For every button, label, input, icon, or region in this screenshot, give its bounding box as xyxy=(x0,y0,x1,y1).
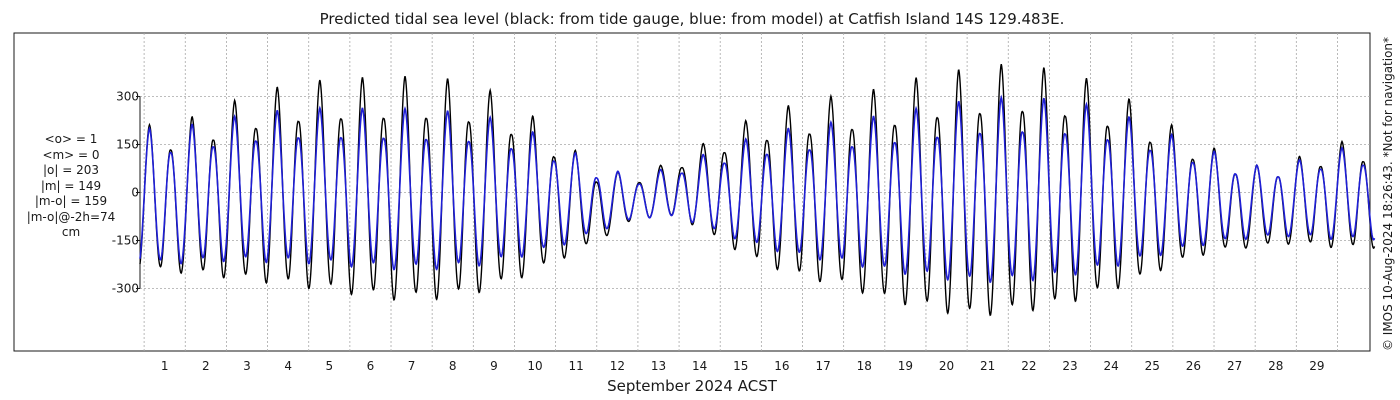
y-tick-label: 0 xyxy=(131,186,139,200)
x-tick-label: 23 xyxy=(1062,359,1077,373)
x-tick-label: 2 xyxy=(202,359,210,373)
x-tick-label: 21 xyxy=(980,359,995,373)
x-tick-label: 11 xyxy=(569,359,584,373)
x-tick-label: 13 xyxy=(651,359,666,373)
x-tick-label: 24 xyxy=(1103,359,1118,373)
x-tick-label: 9 xyxy=(490,359,498,373)
stat-line: <o> = 1 xyxy=(44,132,98,146)
x-tick-label: 12 xyxy=(610,359,625,373)
stat-line: cm xyxy=(61,225,81,239)
stat-line: |m| = 149 xyxy=(40,178,102,193)
y-axis: 300 150 0 -150 -300 xyxy=(112,90,141,296)
x-tick-label: 26 xyxy=(1186,359,1201,373)
x-tick-label: 19 xyxy=(898,359,913,373)
chart-title: Predicted tidal sea level (black: from t… xyxy=(320,10,1065,28)
x-tick-label: 6 xyxy=(367,359,375,373)
x-tick-label: 16 xyxy=(774,359,789,373)
x-tick-label: 14 xyxy=(692,359,707,373)
statistics-panel: <o> = 1 <m> = 0 |o| = 203 |m| = 149 |m-o| = … xyxy=(2,132,140,241)
y-tick-label: 300 xyxy=(116,90,139,104)
x-tick-label: 10 xyxy=(527,359,542,373)
x-tick-label: 25 xyxy=(1145,359,1160,373)
series-layer xyxy=(139,64,1376,317)
x-tick-label: 28 xyxy=(1268,359,1283,373)
x-tick-label: 15 xyxy=(733,359,748,373)
x-tick-label: 17 xyxy=(815,359,830,373)
x-tick-label: 20 xyxy=(939,359,954,373)
stat-line: |m-o|@-2h=74 xyxy=(26,209,116,224)
x-tick-label: 7 xyxy=(408,359,416,373)
copyright-notice: © IMOS 10-Aug-2024 18:26:43. *Not for na… xyxy=(1381,37,1395,351)
x-tick-label: 3 xyxy=(243,359,251,373)
x-tick-label: 27 xyxy=(1227,359,1242,373)
series-line-model xyxy=(139,94,1376,284)
x-tick-label: 22 xyxy=(1021,359,1036,373)
y-tick-label: 150 xyxy=(116,138,139,152)
x-tick-label: 5 xyxy=(325,359,333,373)
stat-line: |m-o| = 159 xyxy=(34,194,108,208)
x-tick-label: 18 xyxy=(857,359,872,373)
x-tick-label: 29 xyxy=(1309,359,1324,373)
x-tick-label: 4 xyxy=(284,359,292,373)
x-axis-ticks: 1 2 3 4 5 6 7 8 9 10 11 12 13 14 15 16 17 18 19 20 21 22 23 24 2… xyxy=(161,359,1325,373)
stat-line: <m> = 0 xyxy=(42,147,100,162)
y-tick-label: -300 xyxy=(112,282,139,296)
x-axis-label: September 2024 ACST xyxy=(607,377,778,395)
x-tick-label: 8 xyxy=(449,359,457,373)
y-tick-label: -150 xyxy=(112,234,139,248)
x-tick-label: 1 xyxy=(161,359,169,373)
stat-line: |o| = 203 xyxy=(42,163,99,177)
